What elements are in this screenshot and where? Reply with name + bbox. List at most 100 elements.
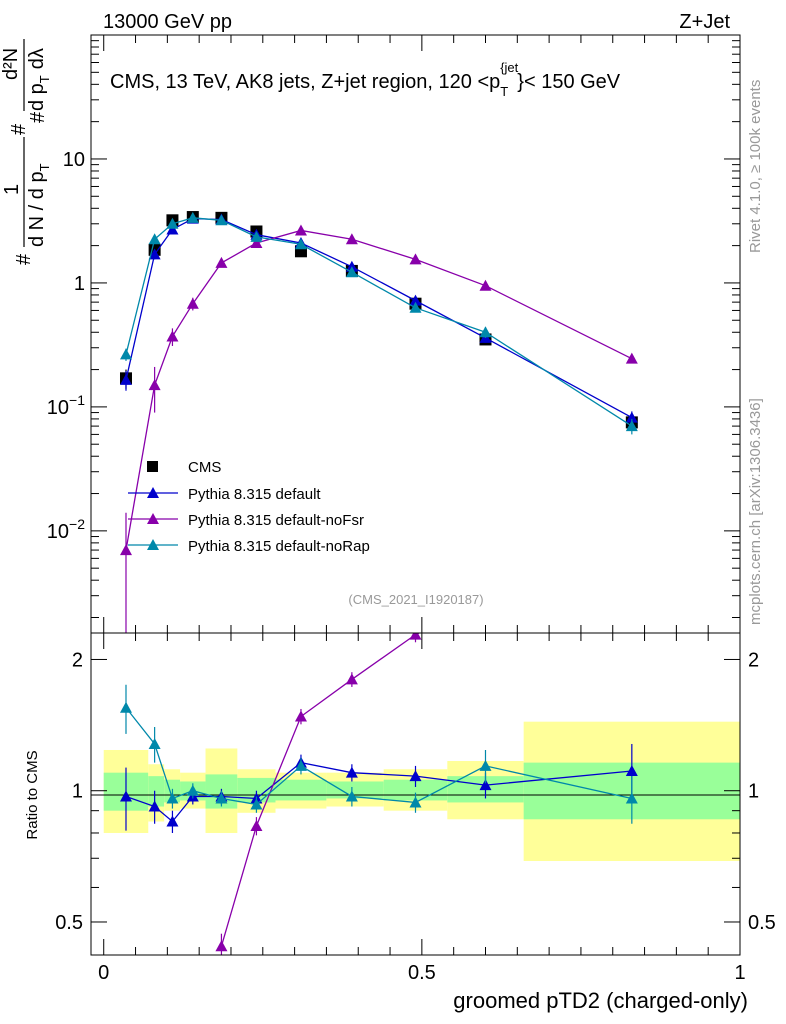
ratio-ylabel: Ratio to CMS: [24, 750, 41, 839]
pythia-8-315-default-norap-point: [186, 211, 199, 223]
pythia-8-315-default-nofsr-point: [409, 253, 422, 265]
main-ylabel-hash3: #: [27, 111, 49, 123]
legend-marker-nofsr: [147, 513, 159, 524]
ratio-pythia-8-315-default-norap-point: [119, 701, 132, 713]
ratio-pythia-8-315-default-norap-point: [166, 792, 179, 804]
pythia-8-315-default-norap-point: [409, 301, 422, 313]
plot-title-suffix: }< 150 GeV: [517, 71, 621, 93]
main-y-tick-label: 1: [74, 273, 85, 295]
main-ylabel-hash2: #: [8, 123, 30, 135]
main-plot-panel: 10−2 10−1 1 10: [47, 34, 741, 634]
legend: CMS Pythia 8.315 default Pythia 8.315 de…: [128, 459, 370, 555]
main-y-tick-label: 10: [63, 149, 85, 171]
ratio-y-tick-label: 1: [72, 781, 83, 803]
pythia-8-315-default-nofsr-point: [166, 330, 179, 342]
pythia-8-315-default-nofsr-point: [294, 224, 307, 236]
ratio-pythia-8-315-default-nofsr-point: [409, 633, 422, 640]
pythia-8-315-default-line: [125, 217, 633, 419]
ratio-y-tick-label-right: 0.5: [748, 912, 776, 934]
process-label: Z+Jet: [679, 11, 730, 33]
pythia-8-315-default-nofsr-point: [479, 279, 492, 291]
pythia-8-315-default-norap-line: [125, 217, 633, 427]
ratio-pythia-8-315-default-norap-point: [625, 792, 638, 804]
ratio-pythia-8-315-default-point: [166, 815, 179, 827]
ratio-pythia-8-315-default-norap-point: [250, 798, 263, 810]
rivet-label: Rivet 4.1.0, ≥ 100k events: [747, 80, 764, 253]
ratio-pythia-8-315-default-point: [479, 779, 492, 791]
analysis-label: (CMS_2021_I1920187): [348, 592, 483, 607]
ratio-pythia-8-315-default-point: [625, 764, 638, 776]
ratio-band-inner: [275, 779, 327, 801]
pythia-8-315-default-norap-point: [148, 233, 161, 245]
ratio-pythia-8-315-default-nofsr-point: [250, 820, 263, 832]
ratio-pythia-8-315-default-point: [409, 770, 422, 782]
ratio-band-inner: [148, 776, 165, 807]
pythia-8-315-default-nofsr-point: [186, 297, 199, 309]
pythia-8-315-default-norap-point: [625, 420, 638, 432]
ratio-x-tick-label: 0: [98, 962, 109, 984]
pythia-8-315-default-norap-point: [119, 348, 132, 360]
ratio-y-tick-label-right: 2: [748, 649, 759, 671]
pythia-8-315-default-norap-point: [166, 217, 179, 229]
pythia-8-315-default-point: [148, 248, 161, 260]
ratio-pythia-8-315-default-nofsr-point: [294, 710, 307, 722]
ratio-pythia-8-315-default-norap-point: [409, 796, 422, 808]
main-ylabel-one: 1: [1, 184, 23, 195]
pythia-8-315-default-point: [166, 223, 179, 235]
pythia-8-315-default-norap-point: [294, 238, 307, 250]
ratio-pythia-8-315-default-norap-point: [479, 759, 492, 771]
ratio-pythia-8-315-default-nofsr-point: [215, 940, 228, 952]
plot-title-sup: {jet: [500, 60, 518, 75]
legend-marker-cms: [147, 461, 158, 472]
ratio-y-tick-label: 0.5: [55, 912, 83, 934]
legend-label-nofsr: Pythia 8.315 default-noFsr: [188, 512, 364, 529]
plot-title-sub: T: [500, 84, 508, 99]
pythia-8-315-default-nofsr-point: [345, 233, 358, 245]
ratio-pythia-8-315-default-norap-point: [186, 784, 199, 796]
pythia-8-315-default-norap-point: [250, 230, 263, 242]
ratio-pythia-8-315-default-norap-point: [215, 792, 228, 804]
main-ylabel-num: d²N: [0, 48, 22, 80]
pythia-8-315-default-nofsr-point: [625, 352, 638, 364]
pythia-8-315-default-point: [625, 411, 638, 423]
pythia-8-315-default-nofsr-point: [250, 236, 263, 248]
pythia-8-315-default-point: [409, 294, 422, 306]
plot-title-prefix: CMS, 13 TeV, AK8 jets, Z+jet region, 120…: [110, 71, 500, 93]
legend-marker-norap: [147, 539, 159, 550]
ratio-y-tick-label-right: 1: [748, 781, 759, 803]
legend-label-norap: Pythia 8.315 default-noRap: [188, 538, 370, 555]
ratio-pythia-8-315-default-nofsr-point: [345, 673, 358, 685]
ratio-pythia-8-315-default-nofsr-point: [626, 559, 638, 570]
main-ylabel: # 1 d N / d pT # # d²N d pTdλ: [0, 39, 52, 265]
ratio-x-tick-label: 0.5: [408, 962, 436, 984]
ratio-x-tick-label: 1: [734, 962, 745, 984]
main-ylabel-dn: d N / d pT: [26, 163, 52, 247]
pythia-8-315-default-norap-point: [215, 214, 228, 226]
pythia-8-315-default-norap-point: [345, 266, 358, 278]
pythia-8-315-default-point: [119, 373, 132, 385]
ratio-plot-frame: [90, 632, 741, 956]
pythia-8-315-default-nofsr-point: [148, 379, 161, 391]
ratio-pythia-8-315-default-point: [345, 766, 358, 778]
plot-title: CMS, 13 TeV, AK8 jets, Z+jet region, 120…: [110, 60, 621, 99]
main-y-tick-label: 10−2: [47, 516, 85, 543]
ratio-y-tick-label: 2: [72, 649, 83, 671]
ratio-pythia-8-315-default-norap-point: [345, 790, 358, 802]
legend-marker-default: [147, 487, 159, 498]
ratio-pythia-8-315-default-norap-point: [148, 737, 161, 749]
main-ylabel-den: d pTdλ: [26, 48, 52, 111]
ratio-pythia-8-315-default-norap-point: [294, 759, 307, 771]
mcplots-label: mcplots.cern.ch [arXiv:1306.3436]: [747, 398, 764, 625]
x-axis-label: groomed pTD2 (charged-only): [453, 988, 748, 1013]
ratio-plot-panel: 0.5 0.5 1 1 2 2 0 0.5 1: [55, 559, 776, 984]
ratio-pythia-8-315-default-point: [119, 790, 132, 802]
pythia-8-315-default-nofsr-point: [119, 544, 132, 556]
ratio-band-inner: [326, 781, 384, 799]
main-ylabel-hash1: #: [13, 253, 35, 265]
pythia-8-315-default-norap-point: [479, 326, 492, 338]
main-y-tick-label: 10−1: [47, 392, 85, 419]
energy-label: 13000 GeV pp: [103, 11, 232, 33]
pythia-8-315-default-nofsr-point: [215, 256, 228, 268]
ratio-pythia-8-315-default-point: [148, 800, 161, 812]
